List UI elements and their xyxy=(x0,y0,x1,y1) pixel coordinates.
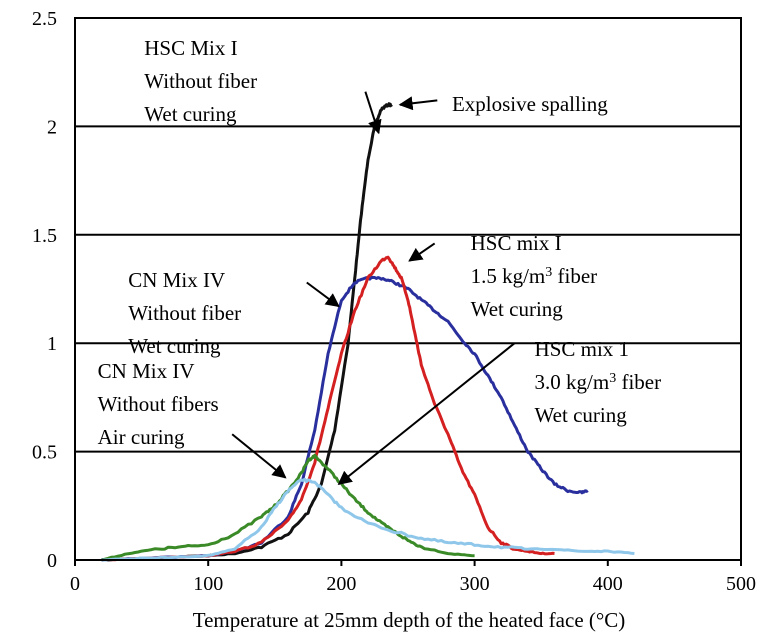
y-tick-label: 0 xyxy=(47,550,57,572)
annotation-arrow xyxy=(337,342,516,485)
annotation-text: CN Mix IV xyxy=(98,359,195,383)
annotation-arrow xyxy=(364,91,382,135)
annotation-text: HSC mix I xyxy=(471,231,562,255)
x-tick-label: 200 xyxy=(326,573,356,595)
series-lines xyxy=(101,102,635,562)
annotation-text: Air curing xyxy=(98,425,185,449)
plot-border xyxy=(74,17,742,561)
y-tick-label: 1 xyxy=(47,333,57,355)
annotation-text: 3.0 kg/m3 fiber xyxy=(535,370,662,394)
annotation-5: CN Mix IV Without fibers Air curing xyxy=(98,359,287,479)
annotations: HSC Mix I Without fiber Wet curing Explosiv… xyxy=(98,36,662,485)
annotation-4: HSC mix 1 3.0 kg/m3 fiber Wet curing xyxy=(337,337,662,485)
annotation-text: HSC mix 1 xyxy=(535,337,630,361)
plot-frame xyxy=(74,17,742,561)
series-line-3 xyxy=(101,453,475,562)
y-tick-label: 0.5 xyxy=(32,442,57,464)
annotation-text: Without fiber xyxy=(128,301,241,325)
gridlines xyxy=(75,125,741,453)
series-line-4 xyxy=(101,477,635,562)
annotation-0: HSC Mix I Without fiber Wet curing xyxy=(144,36,382,135)
annotation-text: Without fiber xyxy=(144,69,257,93)
x-tick-label: 500 xyxy=(726,573,756,595)
x-axis-title: Temperature at 25mm depth of the heated … xyxy=(193,608,626,632)
annotation-1: Explosive spalling xyxy=(398,92,608,116)
annotation-arrow xyxy=(408,242,436,262)
annotation-text: 1.5 kg/m3 fiber xyxy=(471,264,598,288)
series-line-2 xyxy=(101,255,555,562)
annotation-text: Wet curing xyxy=(471,297,564,321)
tick-labels: 0 0.5 1 1.5 2 2.5 0 100 200 300 400 500 xyxy=(32,8,756,595)
series-line-1 xyxy=(101,275,589,562)
annotation-arrow xyxy=(231,433,287,479)
annotation-text: CN Mix IV xyxy=(128,268,225,292)
annotation-arrow xyxy=(398,96,438,111)
y-tick-label: 2 xyxy=(47,116,57,138)
y-tick-label: 2.5 xyxy=(32,8,57,30)
annotation-text: HSC Mix I xyxy=(144,36,237,60)
x-tick-label: 300 xyxy=(460,573,490,595)
annotation-3: CN Mix IV Without fiber Wet curing xyxy=(128,268,340,358)
x-tick-label: 400 xyxy=(593,573,623,595)
x-tick-label: 0 xyxy=(70,573,80,595)
annotation-text: Wet curing xyxy=(128,334,221,358)
annotation-text: Without fibers xyxy=(98,392,219,416)
annotation-text: Wet curing xyxy=(535,403,628,427)
annotation-arrow xyxy=(306,281,340,308)
annotation-text: Wet curing xyxy=(144,102,237,126)
annotation-text: Explosive spalling xyxy=(452,92,608,116)
y-tick-label: 1.5 xyxy=(32,225,57,247)
annotation-2: HSC mix I 1.5 kg/m3 fiber Wet curing xyxy=(408,231,598,321)
x-tick-label: 100 xyxy=(193,573,223,595)
